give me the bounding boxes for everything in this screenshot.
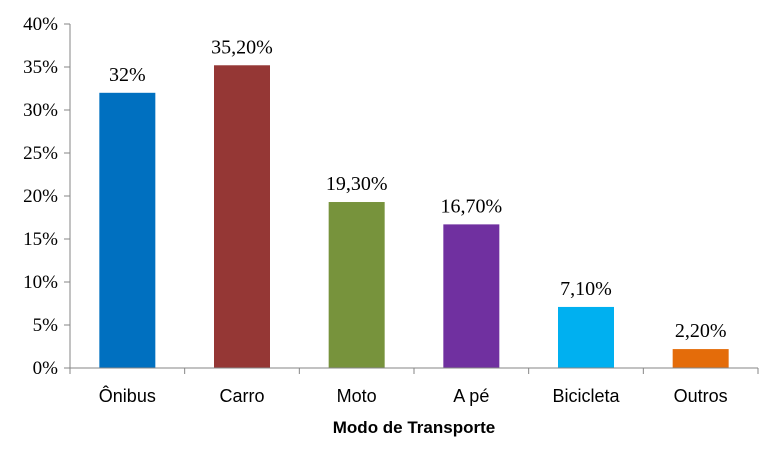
x-tick-label: Outros <box>674 386 728 406</box>
y-tick-label: 5% <box>33 315 59 336</box>
data-labels: 32% 35,20% 19,30% 16,70% 7,10% 2,20% <box>109 36 727 342</box>
data-label: 2,20% <box>675 320 727 342</box>
data-label: 16,70% <box>440 195 502 217</box>
y-tick-label: 30% <box>23 100 58 121</box>
bar <box>443 224 500 368</box>
y-axis: 0% 5% 10% 15% 20% 25% 30% 35% 40% <box>23 14 71 379</box>
y-tick-label: 20% <box>23 186 58 207</box>
y-tick-label: 40% <box>23 14 58 35</box>
y-tick-label: 35% <box>23 57 58 78</box>
bars <box>99 65 729 369</box>
y-tick-label: 25% <box>23 143 58 164</box>
data-label: 19,30% <box>326 173 388 195</box>
y-tick-label: 15% <box>23 229 58 250</box>
data-label: 7,10% <box>560 278 612 300</box>
y-tick-label: 10% <box>23 272 58 293</box>
data-label: 32% <box>109 64 146 86</box>
x-tick-label: Ônibus <box>99 385 156 406</box>
x-tick-label: A pé <box>453 386 489 406</box>
x-tick-label: Carro <box>219 386 264 406</box>
bar <box>672 349 729 368</box>
x-axis-title: Modo de Transporte <box>333 418 495 437</box>
data-label: 35,20% <box>211 36 273 58</box>
bar <box>558 306 614 368</box>
x-axis: Ônibus Carro Moto A pé Bicicleta Outros <box>69 367 759 406</box>
x-tick-label: Bicicleta <box>552 386 620 406</box>
bar <box>328 202 385 368</box>
x-tick-label: Moto <box>337 386 377 406</box>
y-tick-label: 0% <box>33 358 59 379</box>
bar <box>214 65 270 368</box>
bar <box>99 92 156 369</box>
